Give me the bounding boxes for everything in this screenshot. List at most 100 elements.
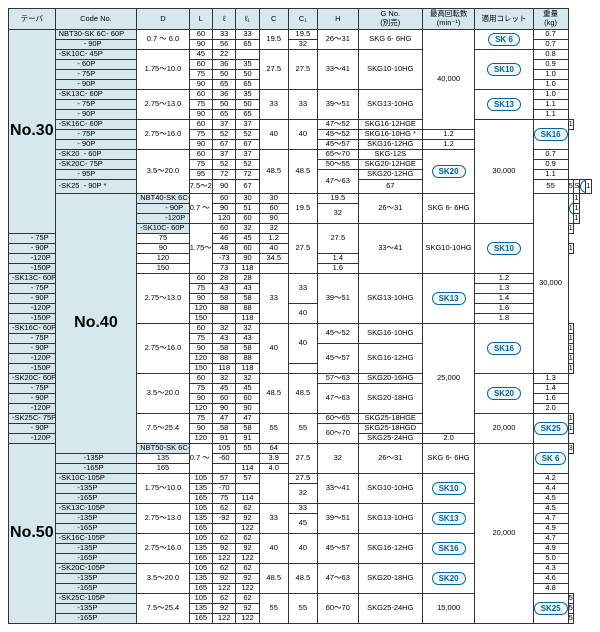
collet-cell: SK20 [475, 374, 533, 414]
L-cell: 120 [189, 434, 212, 444]
collet-cell: SK10 [422, 474, 474, 504]
d-cell: 3.5～20.0 [137, 564, 189, 594]
code-cell: -165P [55, 554, 137, 564]
code-cell: -SK10C- 45P [55, 50, 137, 60]
H-cell: 45～52 [317, 130, 358, 140]
code-cell: - 90P [9, 424, 56, 434]
l1-cell: 118 [236, 364, 259, 374]
H-cell: 50～55 [317, 160, 358, 170]
col-header-9: G No.(別売) [358, 9, 422, 30]
L-cell: 105 [189, 594, 212, 604]
C-cell: 40 [259, 120, 288, 150]
l1-cell: 32 [236, 324, 259, 334]
H-cell: 33～41 [317, 474, 358, 504]
weight-cell: 1.0 [533, 90, 568, 100]
L-cell: 120 [189, 404, 212, 414]
weight-cell: 4.7 [533, 514, 568, 524]
weight-cell: 1.0 [574, 194, 580, 204]
l1-cell: 65 [236, 40, 259, 50]
code-cell: - 95P [55, 170, 137, 180]
code-cell: -120P [9, 354, 56, 364]
code-cell: - 75P [9, 284, 56, 294]
L-cell: 90 [189, 140, 212, 150]
code-cell: - 90P [9, 344, 56, 354]
d-cell: 2.75～16.0 [137, 324, 189, 374]
weight-cell: 1.2 [568, 244, 574, 254]
code-cell: -135P [55, 604, 137, 614]
L-cell: 120 [189, 304, 212, 314]
H-cell: 26～31 [358, 444, 422, 474]
H-cell: 60～70 [317, 594, 358, 624]
L-cell: 75 [189, 160, 212, 170]
C-cell [259, 474, 288, 504]
l1-cell: 122 [236, 584, 259, 594]
H-cell: 47～63 [317, 170, 358, 194]
l1-cell: 91 [236, 434, 259, 444]
code-cell: - 90P [9, 294, 56, 304]
l1-cell: 122 [236, 554, 259, 564]
l-cell: 43 [213, 334, 236, 344]
L-cell: 165 [189, 614, 212, 624]
d-cell: 0.7 ～ 6.0 [189, 194, 212, 224]
l1-cell: 118 [236, 314, 259, 324]
code-cell: -SK20C- 75P [55, 160, 137, 170]
code-cell: -SK13C- 60P [9, 274, 56, 284]
l1-cell: 90 [236, 404, 259, 414]
l-cell: 50 [213, 100, 236, 110]
C1-cell: 48.5 [288, 150, 317, 194]
l-cell: 52 [213, 160, 236, 170]
l1-cell: 50 [236, 100, 259, 110]
L-cell: 90 [189, 80, 212, 90]
l-cell: 118 [213, 364, 236, 374]
l-cell: 90 [213, 404, 236, 414]
collet-cell: SK20 [422, 150, 474, 194]
d-cell: 1.75～10.0 [189, 224, 212, 274]
d-cell: 2.75～13.0 [137, 274, 189, 324]
l1-cell: 30 [259, 194, 288, 204]
d-cell: 2.75～13.0 [137, 90, 189, 120]
G-cell: SKG16-10HG * [358, 130, 422, 140]
code-cell: -SK20C-105P [55, 564, 137, 574]
code-cell: -SK16C- 60P [55, 120, 137, 130]
collet-pill: SK25 [534, 602, 568, 615]
l-cell: 122 [213, 614, 236, 624]
L-cell: 165 [189, 494, 212, 504]
weight-cell: 1.5 [586, 180, 592, 194]
l1-cell: 65 [236, 110, 259, 120]
G-cell: SKG-12S [358, 150, 422, 160]
weight-cell: 5.4 [568, 604, 574, 614]
weight-cell: 0.9 [533, 60, 568, 70]
d-cell: 2.75～13.0 [137, 504, 189, 534]
L-cell: 90 [189, 344, 212, 354]
weight-cell: 1.6 [533, 394, 568, 404]
L-cell: 90 [189, 294, 212, 304]
C1-cell: 33 [288, 90, 317, 120]
l1-cell: 32 [236, 374, 259, 384]
l-cell: 33 [213, 30, 236, 40]
C-cell: 48.5 [259, 564, 288, 594]
C1-cell: 45 [288, 514, 317, 534]
weight-cell: 1.5 [568, 344, 574, 354]
weight-cell: 5.2 [568, 594, 574, 604]
weight-cell: 4.9 [533, 544, 568, 554]
l-cell: 91 [213, 434, 236, 444]
G-cell: SKG16-12HG [358, 140, 422, 150]
weight-cell: 1.3 [475, 284, 533, 294]
L-cell: 75 [189, 100, 212, 110]
L-cell: 135 [189, 484, 212, 494]
col-header-0: テーバ [9, 9, 56, 30]
l-cell: -60 [213, 454, 236, 464]
C1-cell: 33 [288, 274, 317, 304]
l1-cell: 33 [236, 30, 259, 40]
l1-cell: 92 [236, 514, 259, 524]
C1-cell: 40 [288, 304, 317, 324]
l-cell: 62 [213, 504, 236, 514]
table-row: No.30NBT30-SK 6C- 60P0.7 ～ 6.060333319.5… [9, 30, 592, 40]
G-cell: SKG13-10HG [358, 504, 422, 534]
code-cell: -150P [9, 264, 56, 274]
l1-cell: 64 [259, 444, 288, 454]
L-cell: 90 [189, 394, 212, 404]
l-cell: 22 [213, 50, 236, 60]
weight-cell: 1.7 [568, 354, 574, 364]
C-cell: 27.5 [288, 444, 317, 474]
